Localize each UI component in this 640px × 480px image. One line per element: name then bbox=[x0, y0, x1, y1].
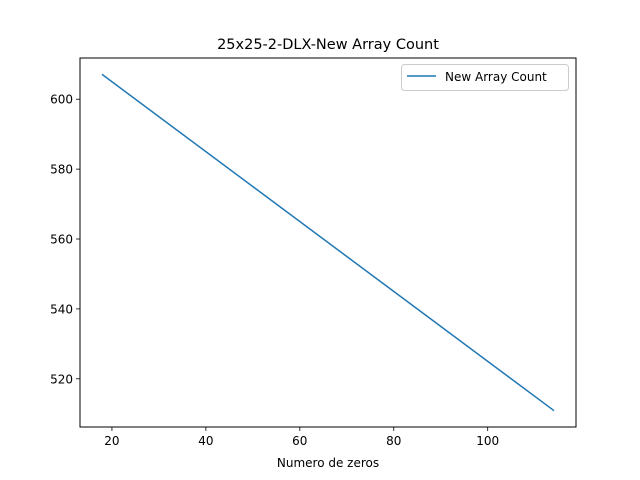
x-axis-ticks: 20 40 60 80 100 bbox=[104, 427, 499, 448]
legend-label: New Array Count bbox=[445, 70, 547, 84]
x-tick-label: 100 bbox=[476, 434, 499, 448]
y-axis-ticks: 520 540 560 580 600 bbox=[50, 93, 80, 386]
chart-title: 25x25-2-DLX-New Array Count bbox=[217, 37, 439, 53]
x-tick-label: 60 bbox=[292, 434, 307, 448]
y-tick-label: 560 bbox=[50, 233, 73, 247]
plot-frame bbox=[79, 57, 577, 428]
y-tick-label: 600 bbox=[50, 93, 73, 107]
series-line bbox=[101, 73, 555, 412]
y-tick-label: 520 bbox=[50, 372, 73, 386]
x-tick-label: 20 bbox=[104, 434, 119, 448]
y-tick-label: 580 bbox=[50, 163, 73, 177]
x-axis-label: Numero de zeros bbox=[277, 456, 379, 470]
legend-box bbox=[401, 64, 569, 91]
legend: New Array Count bbox=[401, 64, 569, 91]
y-tick-label: 540 bbox=[50, 302, 73, 316]
x-tick-label: 80 bbox=[386, 434, 401, 448]
series-layer bbox=[101, 73, 555, 412]
x-tick-label: 40 bbox=[198, 434, 213, 448]
